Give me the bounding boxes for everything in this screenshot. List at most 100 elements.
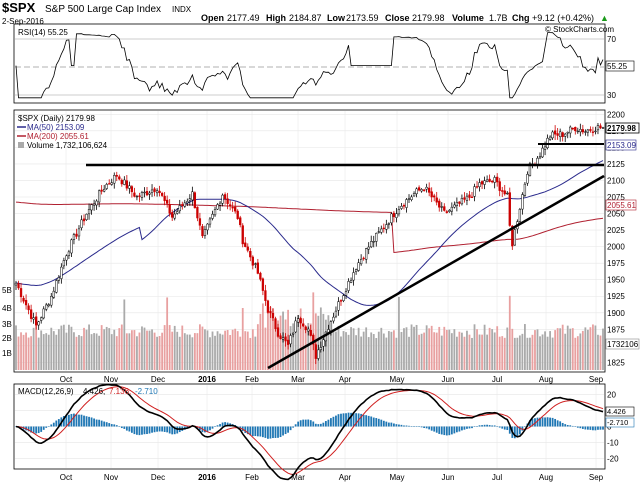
macd-hist-bar — [110, 424, 113, 427]
volume-bar — [428, 328, 431, 370]
macd-hist-bar — [473, 426, 476, 427]
macd-hist-bar — [471, 426, 473, 429]
macd-hist-bar — [83, 415, 85, 427]
volume-bar — [267, 303, 269, 370]
volume-bar — [294, 325, 297, 370]
volume-bar — [118, 328, 121, 370]
volume-bar — [403, 328, 405, 370]
close-label: Close — [385, 13, 410, 23]
volume-bar — [463, 336, 466, 370]
volume-bar — [398, 296, 400, 370]
volume-bar — [229, 334, 232, 370]
volume-bar — [307, 323, 310, 370]
macd-hist-bar — [508, 426, 511, 434]
volume-bar — [241, 307, 244, 370]
price-candle — [183, 202, 186, 207]
price-candle — [430, 191, 433, 198]
macd-hist-bar — [289, 426, 292, 431]
macd-hist-bar — [239, 426, 242, 429]
price-candle — [307, 328, 310, 332]
volume-bar — [199, 324, 201, 370]
price-candle — [128, 185, 131, 189]
macd-hist-bar — [93, 418, 95, 427]
macd-hist-bar — [287, 426, 289, 433]
macd-hist-bar — [461, 426, 463, 431]
volume-bar — [450, 333, 453, 370]
volume-bar — [478, 334, 481, 370]
macd-hist-bar — [42, 426, 45, 430]
price-candle — [584, 131, 587, 133]
volume-bar — [75, 336, 78, 370]
price-candle — [55, 280, 58, 293]
volume-bar — [544, 331, 546, 370]
price-candle — [428, 187, 431, 193]
price-candle — [453, 204, 456, 208]
volume-bar — [65, 332, 68, 370]
chart-date: 2-Sep-2016 — [2, 17, 44, 26]
price-candle — [367, 246, 370, 250]
volume-bar — [400, 331, 403, 370]
brand-label: © StockCharts.com — [545, 25, 614, 34]
x-tick-label: Jul — [492, 375, 502, 384]
macd-hist-bar — [221, 422, 224, 427]
price-candle — [483, 180, 486, 185]
volume-bar — [148, 330, 151, 370]
price-candle — [569, 126, 572, 134]
price-candle — [546, 137, 549, 149]
macd-hist-bar — [73, 413, 75, 427]
price-candle — [417, 187, 421, 191]
price-candle — [47, 304, 50, 307]
volume-bar — [133, 330, 136, 370]
macd-tick-label: -10 — [607, 438, 619, 447]
macd-value-tag — [605, 406, 635, 417]
chg-up-arrow-icon: ▲ — [600, 13, 609, 23]
volume-bar — [541, 334, 544, 370]
price-candle — [19, 288, 23, 298]
price-candle — [304, 326, 307, 331]
macd-hist-bar — [549, 417, 551, 427]
volume-bar — [214, 335, 216, 370]
price-candle — [173, 213, 176, 219]
volume-bar — [501, 336, 504, 370]
volume-bar — [25, 332, 27, 370]
macd-hist-bar — [534, 418, 536, 427]
price-candle — [241, 225, 244, 245]
rsi-value-tag-text: 55.25 — [607, 62, 628, 71]
ma50-value-tag-text: 2153.09 — [607, 141, 636, 150]
volume-bar — [186, 334, 189, 370]
price-candle — [503, 190, 506, 195]
macd-hist-bar — [506, 426, 509, 431]
price-candle — [357, 262, 360, 271]
volume-bar — [551, 337, 554, 370]
volume-bar — [93, 333, 95, 370]
price-candle — [226, 198, 229, 204]
volume-bar — [561, 324, 564, 370]
price-candle — [249, 251, 252, 258]
price-candle — [390, 213, 393, 224]
price-candle — [559, 131, 562, 138]
price-candle — [440, 206, 443, 208]
price-candle — [281, 337, 285, 340]
macd-hist-bar — [544, 417, 546, 427]
volume-bar — [226, 330, 229, 370]
macd-hist-bar — [546, 417, 549, 427]
volume-bar — [559, 328, 562, 370]
price-candle — [42, 308, 45, 319]
price-candle — [480, 181, 484, 185]
macd-hist-bar — [80, 414, 83, 427]
volume-bar — [355, 335, 358, 370]
macd-hist-bar — [551, 417, 554, 427]
price-candle — [478, 182, 481, 188]
macd-hist-bar — [395, 424, 398, 427]
x-tick-label: Sep — [589, 473, 604, 482]
price-candle — [564, 133, 567, 137]
volume-bar — [234, 328, 237, 370]
price-candle — [297, 318, 300, 323]
macd-hist-bar — [491, 425, 494, 427]
macd-x-axis: Oct Nov Dec 2016 Feb Mar Apr May Jun Jul Aug Sep — [60, 473, 604, 482]
macd-hist-bar — [410, 426, 413, 427]
volume-bar — [365, 327, 368, 370]
macd-hist-bar — [405, 425, 408, 427]
macd-hist-bar — [37, 426, 40, 434]
macd-hist-bar — [279, 426, 282, 438]
